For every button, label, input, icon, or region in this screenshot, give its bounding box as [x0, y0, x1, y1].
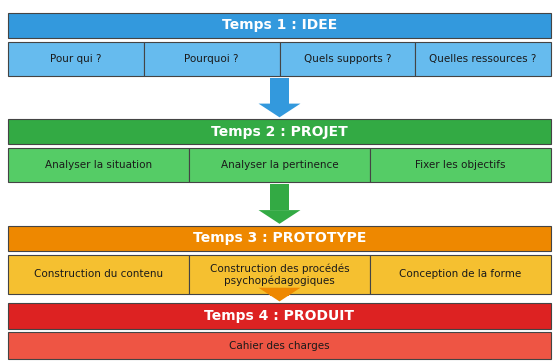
Bar [8, 226, 551, 251]
Text: Conception de la forme: Conception de la forme [399, 269, 522, 279]
Text: Analyser la situation: Analyser la situation [45, 160, 152, 170]
Text: Temps 1 : IDEE: Temps 1 : IDEE [222, 18, 337, 32]
Text: Fixer les objectifs: Fixer les objectifs [415, 160, 505, 170]
Text: Construction des procédés
psychopédagogiques: Construction des procédés psychopédagogi… [210, 263, 349, 286]
Bar [370, 255, 551, 294]
Bar [280, 42, 415, 76]
Bar [415, 42, 551, 76]
Bar [8, 255, 189, 294]
Polygon shape [258, 210, 301, 224]
Bar [8, 119, 551, 144]
Bar [189, 255, 370, 294]
Polygon shape [258, 104, 301, 117]
Text: Temps 4 : PRODUIT: Temps 4 : PRODUIT [205, 309, 354, 323]
Bar [8, 42, 144, 76]
Bar [144, 42, 280, 76]
Bar [8, 13, 551, 38]
Text: Quelles ressources ?: Quelles ressources ? [429, 54, 537, 64]
Text: Temps 2 : PROJET: Temps 2 : PROJET [211, 125, 348, 139]
Text: Pourquoi ?: Pourquoi ? [184, 54, 239, 64]
Text: Analyser la pertinence: Analyser la pertinence [221, 160, 338, 170]
Polygon shape [269, 288, 290, 296]
Polygon shape [269, 184, 290, 210]
Polygon shape [258, 288, 301, 301]
Text: Pour qui ?: Pour qui ? [50, 54, 102, 64]
Bar [8, 303, 551, 329]
Polygon shape [269, 78, 290, 104]
Text: Construction du contenu: Construction du contenu [34, 269, 163, 279]
Bar [189, 148, 370, 182]
Text: Temps 3 : PROTOTYPE: Temps 3 : PROTOTYPE [193, 231, 366, 245]
Bar [8, 148, 189, 182]
Bar [370, 148, 551, 182]
Bar [8, 332, 551, 359]
Text: Quels supports ?: Quels supports ? [304, 54, 391, 64]
Text: Cahier des charges: Cahier des charges [229, 341, 330, 351]
